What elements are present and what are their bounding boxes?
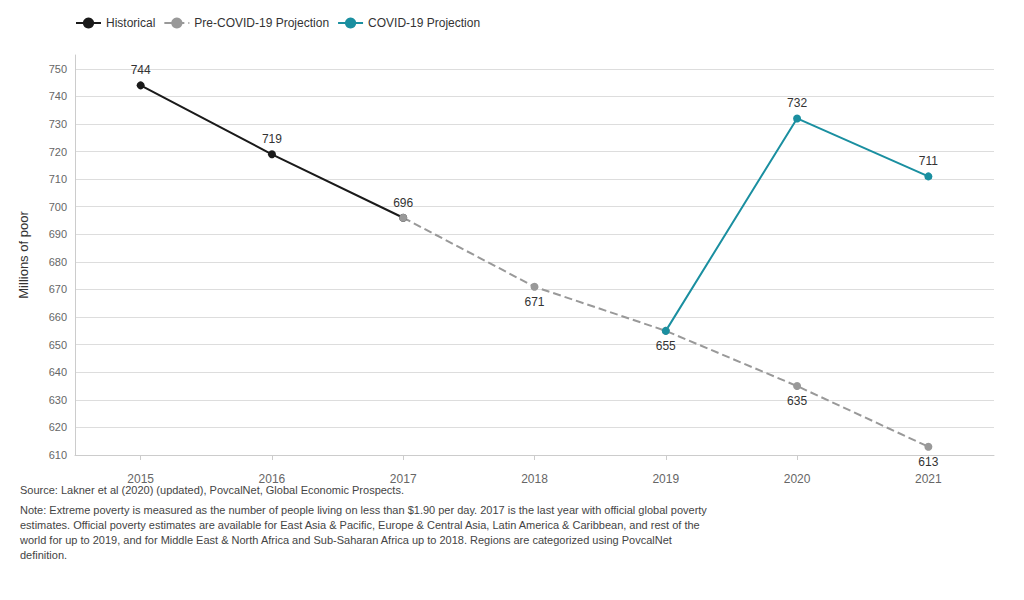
svg-text:610: 610 xyxy=(49,449,67,461)
svg-text:700: 700 xyxy=(49,201,67,213)
svg-text:710: 710 xyxy=(49,173,67,185)
svg-text:613: 613 xyxy=(918,455,938,469)
svg-text:world for up to 2019, and for: world for up to 2019, and for Middle Eas… xyxy=(19,534,672,546)
svg-text:2016: 2016 xyxy=(259,472,286,486)
svg-text:COVID-19 Projection: COVID-19 Projection xyxy=(368,16,480,30)
svg-text:660: 660 xyxy=(49,311,67,323)
svg-text:2018: 2018 xyxy=(521,472,548,486)
svg-text:2015: 2015 xyxy=(127,472,154,486)
svg-text:750: 750 xyxy=(49,63,67,75)
svg-text:732: 732 xyxy=(787,96,807,110)
svg-text:720: 720 xyxy=(49,146,67,158)
svg-text:744: 744 xyxy=(131,63,151,77)
svg-text:2017: 2017 xyxy=(390,472,417,486)
svg-text:2020: 2020 xyxy=(784,472,811,486)
svg-text:670: 670 xyxy=(49,283,67,295)
svg-text:740: 740 xyxy=(49,90,67,102)
svg-text:Note: Extreme poverty is measu: Note: Extreme poverty is measured as the… xyxy=(20,504,707,516)
svg-text:640: 640 xyxy=(49,366,67,378)
svg-text:620: 620 xyxy=(49,421,67,433)
svg-text:2021: 2021 xyxy=(915,472,942,486)
svg-text:Millions of poor: Millions of poor xyxy=(16,211,31,299)
svg-text:680: 680 xyxy=(49,256,67,268)
svg-text:655: 655 xyxy=(656,339,676,353)
svg-text:2019: 2019 xyxy=(652,472,679,486)
svg-text:Source: Lakner et al (2020) (u: Source: Lakner et al (2020) (updated), P… xyxy=(20,484,404,496)
svg-text:690: 690 xyxy=(49,228,67,240)
svg-text:650: 650 xyxy=(49,339,67,351)
svg-text:Historical: Historical xyxy=(106,16,155,30)
svg-text:estimates. Official poverty es: estimates. Official poverty estimates ar… xyxy=(20,519,700,531)
svg-text:630: 630 xyxy=(49,394,67,406)
svg-text:definition.: definition. xyxy=(20,549,67,561)
svg-text:671: 671 xyxy=(524,295,544,309)
svg-text:730: 730 xyxy=(49,118,67,130)
svg-text:719: 719 xyxy=(262,132,282,146)
svg-text:635: 635 xyxy=(787,394,807,408)
svg-text:711: 711 xyxy=(919,154,938,168)
svg-text:Pre-COVID-19 Projection: Pre-COVID-19 Projection xyxy=(194,16,329,30)
svg-text:696: 696 xyxy=(393,196,413,210)
